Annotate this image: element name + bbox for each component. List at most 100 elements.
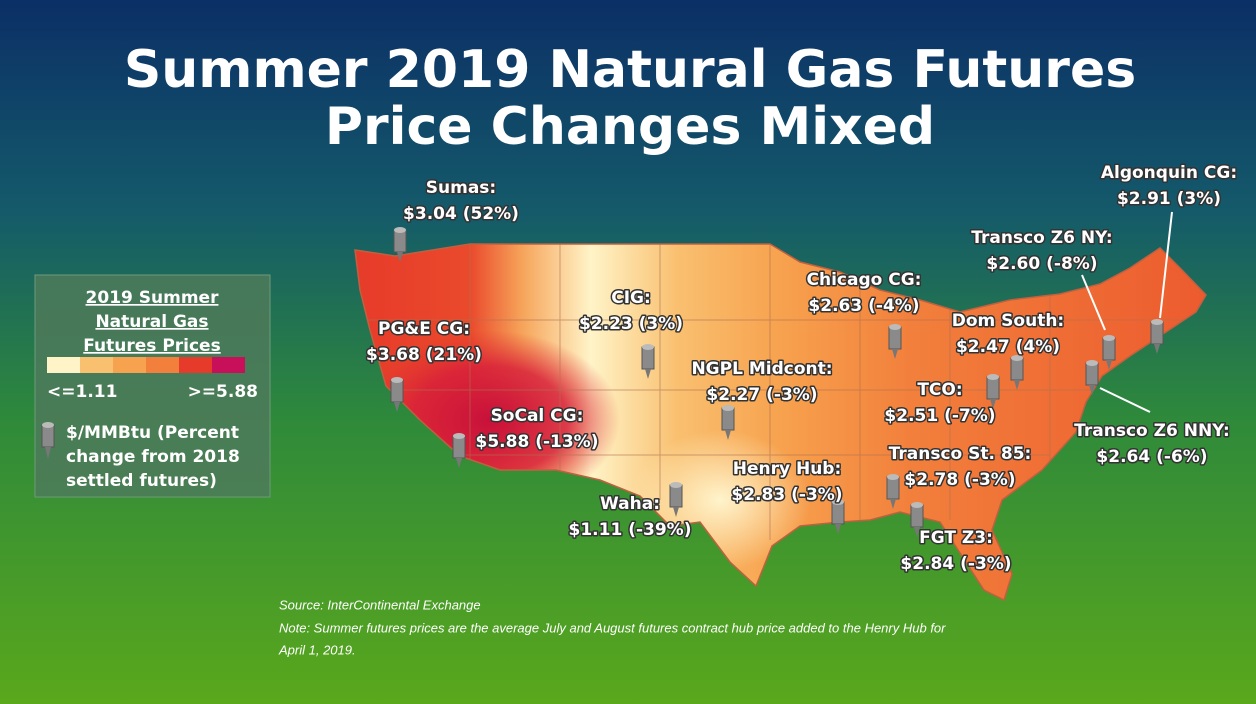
pin-top: [1103, 335, 1115, 341]
pin-body: [1085, 362, 1099, 386]
hub-pin: [1085, 360, 1099, 395]
hub-price: $2.27 (-3%): [706, 385, 817, 405]
hub: Transco Z6 NNY: $2.64 (-6%): [1073, 360, 1231, 469]
legend-min: <=1.11: [47, 382, 117, 402]
pin-tip: [725, 430, 731, 440]
hub: Chicago CG: $2.63 (-4%): [805, 269, 923, 359]
hub: Dom South: $2.47 (4%): [950, 310, 1066, 390]
hub: Transco St. 85: $2.78 (-3%): [886, 443, 1033, 509]
hub-pin: [393, 227, 407, 262]
hub-pin: [390, 377, 404, 412]
pin-tip: [1089, 385, 1095, 395]
pin-top: [642, 344, 654, 350]
color-scale: [47, 357, 245, 373]
hub-pin: [986, 374, 1000, 409]
hub: TCO: $2.51 (-7%): [883, 374, 1000, 428]
pin-top: [722, 405, 734, 411]
pin-top: [889, 324, 901, 330]
hub-price: $2.47 (4%): [956, 337, 1060, 357]
hub-pin: [721, 405, 735, 440]
hub-price: $2.23 (3%): [579, 314, 683, 334]
hub-name: Transco Z6 NNY:: [1074, 421, 1230, 441]
hub-pin: [1102, 335, 1116, 370]
hub-name: Chicago CG:: [807, 270, 922, 290]
leader-line: [1159, 211, 1173, 319]
hub-name: Waha:: [600, 494, 660, 514]
hubs: Sumas: $3.04 (52%) PG&E CG: $3.68 (21%) CIG:…: [365, 162, 1239, 576]
hub-pin: [669, 482, 683, 517]
legend-description: $/MMBtu (Percent: [66, 423, 239, 443]
hub: Henry Hub: $2.83 (-3%): [730, 458, 845, 534]
hub-price: $3.68 (21%): [366, 345, 482, 365]
hub: PG&E CG: $3.68 (21%): [365, 318, 483, 412]
hub-pin: [910, 502, 924, 537]
title: Summer 2019 Natural Gas Futures: [124, 40, 1136, 100]
pin-top: [911, 502, 923, 508]
legend: 2019 Summer Natural Gas Futures Prices <…: [34, 274, 271, 498]
pin-body: [831, 501, 845, 525]
hub-price: $2.83 (-3%): [731, 485, 842, 505]
hub: NGPL Midcont: $2.27 (-3%): [690, 358, 834, 440]
pin-tip: [1154, 344, 1160, 354]
pin-body: [886, 476, 900, 500]
pin-top: [391, 377, 403, 383]
pin-tip: [394, 402, 400, 412]
hub-pin: [1010, 355, 1024, 390]
hub-name: NGPL Midcont:: [691, 359, 832, 379]
leader-line: [1081, 274, 1106, 331]
legend-title: Natural Gas: [95, 312, 208, 332]
hub-name: Transco St. 85:: [889, 444, 1032, 464]
pin-top: [670, 482, 682, 488]
pin-top: [394, 227, 406, 233]
pin-body: [1102, 337, 1116, 361]
pin-body: [986, 376, 1000, 400]
pin-body: [910, 504, 924, 528]
note: April 1, 2019.: [278, 642, 356, 657]
pin-body: [669, 484, 683, 508]
pin-tip: [914, 527, 920, 537]
pin-tip: [673, 507, 679, 517]
leader-line: [1099, 387, 1151, 413]
hub: Waha: $1.11 (-39%): [567, 482, 693, 542]
legend-description: change from 2018: [66, 447, 240, 467]
pin-body: [1150, 321, 1164, 345]
pin-tip: [1106, 360, 1112, 370]
hub-pin: [1150, 319, 1164, 354]
hub: FGT Z3: $2.84 (-3%): [899, 502, 1013, 576]
pin-tip: [397, 252, 403, 262]
hub-name: Dom South:: [952, 311, 1064, 331]
pin-body: [1010, 357, 1024, 381]
hub-pin: [886, 474, 900, 509]
hub-price: $2.51 (-7%): [884, 406, 995, 426]
hub: Sumas: $3.04 (52%): [393, 177, 520, 262]
pin-tip: [645, 369, 651, 379]
hub: CIG: $2.23 (3%): [577, 287, 685, 379]
hub-pin: [888, 324, 902, 359]
pin-tip: [456, 458, 462, 468]
hub-pin: [641, 344, 655, 379]
pin-top: [832, 499, 844, 505]
pin-top: [1011, 355, 1023, 361]
pin-body: [888, 326, 902, 350]
hub-price: $2.60 (-8%): [986, 254, 1097, 274]
hub-name: FGT Z3:: [919, 528, 993, 548]
hub: SoCal CG: $5.88 (-13%): [452, 405, 600, 468]
hub: Algonquin CG: $2.91 (3%): [1099, 162, 1239, 354]
hub-price: $2.63 (-4%): [808, 296, 919, 316]
hub-pin: [452, 433, 466, 468]
pin-body: [452, 435, 466, 459]
legend-max: >=5.88: [188, 382, 258, 402]
pin-tip: [835, 524, 841, 534]
pin-top: [887, 474, 899, 480]
hub-price: $2.84 (-3%): [900, 554, 1011, 574]
legend-description: settled futures): [66, 471, 217, 491]
hub: Transco Z6 NY: $2.60 (-8%): [970, 227, 1116, 370]
pin-top: [987, 374, 999, 380]
hub-name: Sumas:: [426, 178, 496, 198]
hub-price: $3.04 (52%): [403, 204, 519, 224]
legend-title: Futures Prices: [83, 336, 220, 356]
pin-tip: [890, 499, 896, 509]
source: Source: InterContinental Exchange: [279, 597, 481, 612]
pin-body: [393, 229, 407, 253]
hub-pin: [831, 499, 845, 534]
